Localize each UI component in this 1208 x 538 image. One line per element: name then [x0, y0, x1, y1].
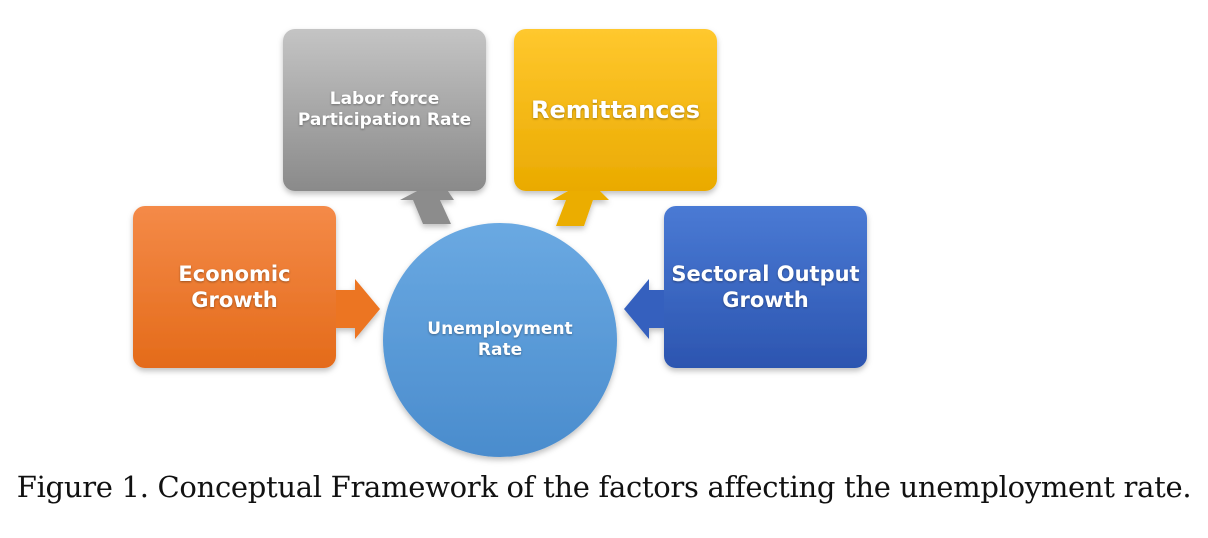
economic-growth-arrow [336, 279, 380, 339]
sectoral-output-box [624, 206, 867, 368]
sectoral-output-arrow [624, 279, 664, 339]
sectoral-output-line1: Sectoral Output [671, 261, 860, 286]
labor-force-label: Labor force Participation Rate [283, 29, 486, 191]
sectoral-output-label: Sectoral Output Growth [664, 206, 867, 368]
labor-force-line1: Labor force [329, 88, 440, 109]
economic-growth-line2: Growth [191, 288, 278, 312]
unemployment-line1: Unemployment [427, 318, 573, 339]
labor-force-box [283, 29, 486, 224]
labor-force-arrow [400, 191, 454, 224]
unemployment-circle [383, 223, 617, 457]
remittances-line1: Remittances [530, 96, 700, 124]
economic-growth-label: Economic Growth [133, 206, 336, 368]
remittances-label: Remittances [514, 29, 717, 191]
unemployment-label: Unemployment Rate [400, 290, 600, 390]
remittances-box [514, 29, 717, 226]
remittances-arrow [552, 191, 609, 226]
economic-growth-box [133, 206, 380, 368]
economic-growth-line1: Economic [178, 261, 291, 286]
figure-caption: Figure 1. Conceptual Framework of the fa… [16, 470, 1192, 504]
sectoral-output-line2: Growth [722, 288, 809, 312]
unemployment-line2: Rate [477, 340, 523, 360]
labor-force-line2: Participation Rate [297, 110, 472, 130]
